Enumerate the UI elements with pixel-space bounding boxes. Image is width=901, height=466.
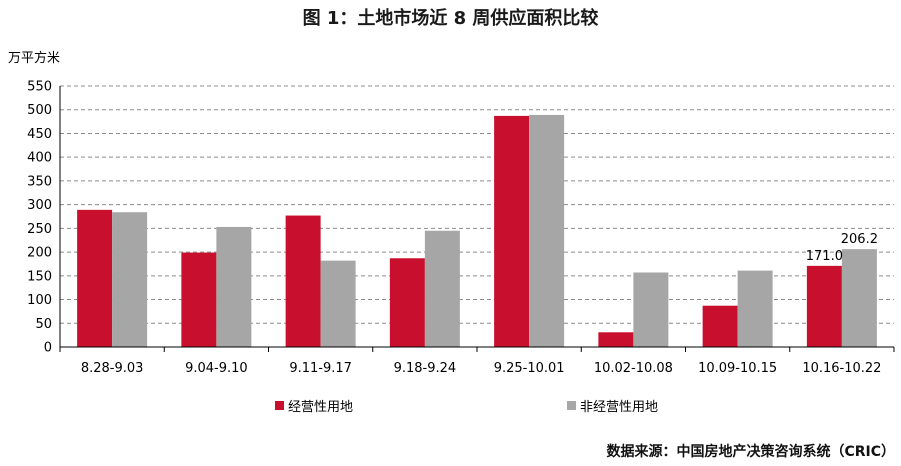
y-axis-unit-label: 万平方米 bbox=[8, 51, 61, 66]
y-tick-labels: 0 50 100 150 200 250 300 350 400 450 500 550 bbox=[27, 80, 52, 356]
y-tick-label: 150 bbox=[27, 269, 52, 284]
y-tick-label: 450 bbox=[27, 127, 52, 142]
x-tick-label: 10.16-10.22 bbox=[802, 361, 881, 376]
bar-series-1-5 bbox=[633, 272, 669, 347]
y-tick-label: 400 bbox=[27, 151, 52, 166]
bars bbox=[77, 114, 877, 348]
bar-series-1-0 bbox=[112, 212, 148, 347]
bar-series-1-2 bbox=[320, 260, 356, 347]
y-tick-label: 300 bbox=[27, 198, 52, 213]
x-tick-label: 10.02-10.08 bbox=[594, 361, 673, 376]
chart-title: 图 1：土地市场近 8 周供应面积比较 bbox=[302, 8, 599, 29]
data-label-series-1-7: 206.2 bbox=[841, 232, 878, 247]
y-tick-label: 100 bbox=[27, 293, 52, 308]
bar-series-1-4 bbox=[529, 114, 565, 348]
bar-series-1-1 bbox=[216, 226, 252, 347]
axes bbox=[59, 86, 895, 352]
x-tick-label: 10.09-10.15 bbox=[698, 361, 777, 376]
bar-series-0-4 bbox=[494, 115, 530, 347]
x-tick-label: 9.04-9.10 bbox=[185, 361, 248, 376]
data-labels: 171.0 206.2 bbox=[806, 232, 878, 264]
bar-series-1-6 bbox=[737, 270, 773, 347]
legend-swatch-series-1 bbox=[567, 401, 576, 410]
y-tick-label: 550 bbox=[27, 80, 52, 95]
x-tick-label: 9.25-10.01 bbox=[494, 361, 565, 376]
x-tick-label: 9.18-9.24 bbox=[394, 361, 457, 376]
bar-series-0-1 bbox=[181, 252, 217, 347]
x-tick-labels: 8.28-9.03 9.04-9.10 9.11-9.17 9.18-9.24 9.25… bbox=[81, 361, 882, 376]
y-tick-label: 500 bbox=[27, 103, 52, 118]
source-note: 数据来源：中国房地产决策咨询系统（CRIC） bbox=[606, 444, 895, 460]
legend-swatch-series-0 bbox=[275, 401, 284, 410]
bar-series-0-6 bbox=[702, 305, 738, 347]
y-tick-label: 50 bbox=[35, 317, 52, 332]
y-tick-label: 200 bbox=[27, 246, 52, 261]
bar-series-0-0 bbox=[77, 209, 113, 347]
legend-item-series-0: 经营性用地 bbox=[275, 396, 353, 415]
bar-series-0-2 bbox=[285, 215, 321, 347]
y-tick-label: 350 bbox=[27, 174, 52, 189]
bar-series-1-7 bbox=[841, 249, 877, 347]
bar-series-0-3 bbox=[389, 258, 425, 347]
y-tick-label: 0 bbox=[44, 341, 52, 356]
bar-series-0-7 bbox=[806, 265, 842, 347]
y-tick-label: 250 bbox=[27, 222, 52, 237]
x-tick-label: 9.11-9.17 bbox=[289, 361, 352, 376]
x-tick-label: 8.28-9.03 bbox=[81, 361, 144, 376]
legend-label-series-1: 非经营性用地 bbox=[580, 400, 659, 415]
legend-item-series-1: 非经营性用地 bbox=[567, 396, 658, 415]
legend-label-series-0: 经营性用地 bbox=[288, 400, 354, 415]
bar-series-0-5 bbox=[598, 332, 634, 347]
bar-series-1-3 bbox=[424, 230, 460, 347]
data-label-series-0-7: 171.0 bbox=[806, 249, 843, 264]
